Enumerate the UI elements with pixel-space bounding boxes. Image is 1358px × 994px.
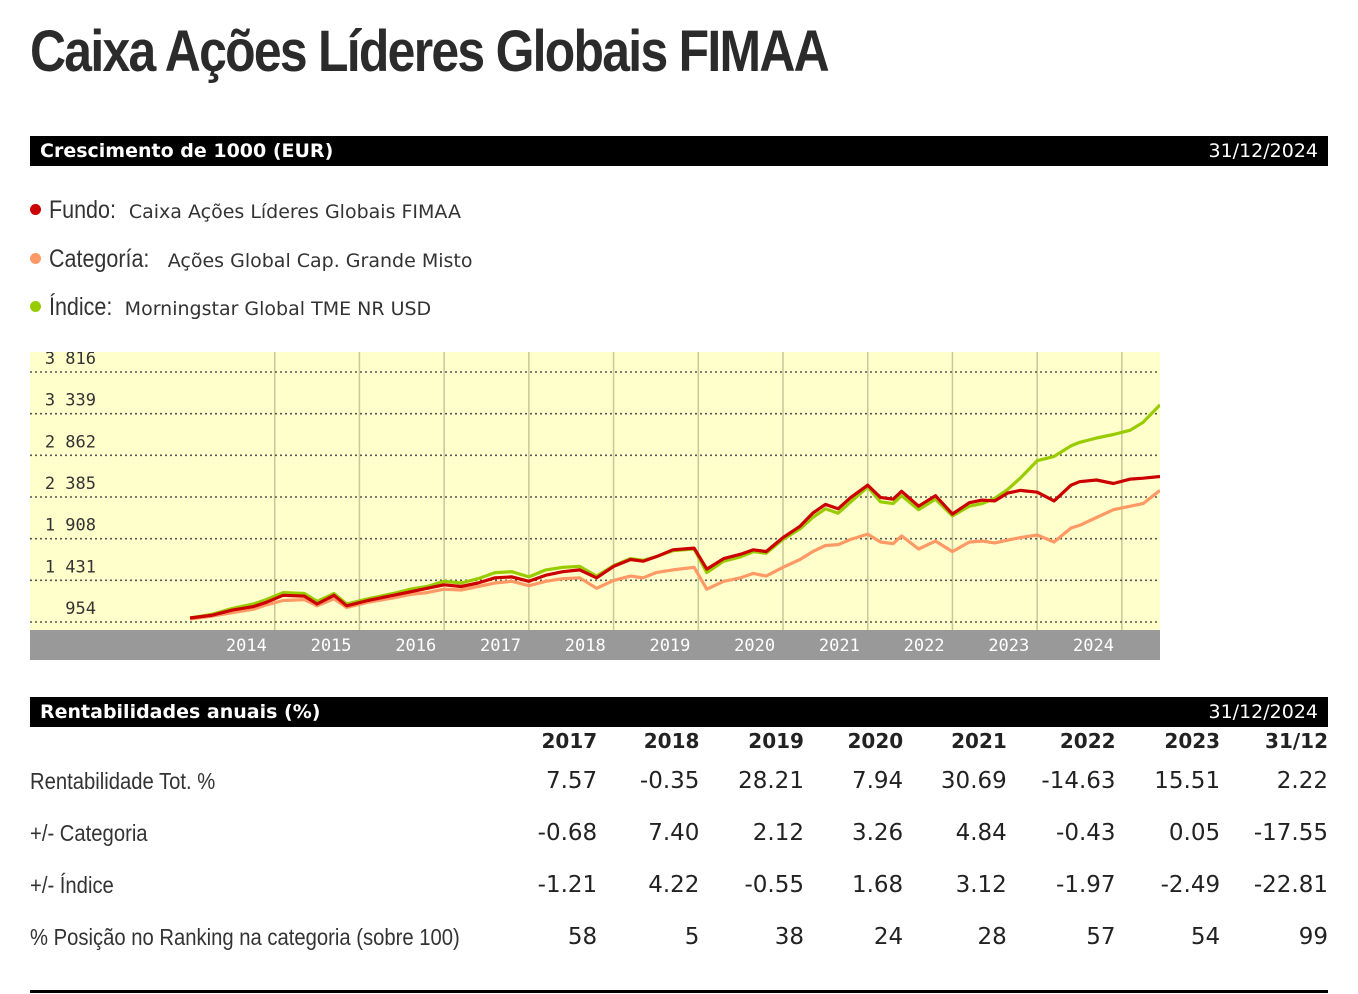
table-cell: -0.68 [537, 820, 598, 846]
table-cell: 0.05 [1168, 820, 1221, 846]
header-empty [30, 727, 518, 755]
x-tick-label: 2015 [311, 636, 352, 656]
x-tick-label: 2017 [480, 636, 521, 656]
row-label: Rentabilidade Tot. % [30, 767, 216, 794]
x-tick-label: 2014 [226, 636, 267, 656]
table-cell: 28.21 [738, 768, 804, 794]
x-tick-label: 2019 [649, 636, 690, 656]
y-tick-label: 1 908 [45, 516, 96, 536]
table-cell: 28 [977, 924, 1007, 950]
bottom-divider [30, 990, 1328, 993]
table-cell: 2.12 [752, 820, 804, 846]
legend-label-fundo: Fundo: [49, 196, 116, 224]
table-cell: 4.22 [648, 872, 700, 898]
y-tick-label: 2 862 [45, 432, 96, 452]
legend-item-categoria: Categoría: Ações Global Cap. Grande Mist… [30, 245, 472, 274]
y-tick-label: 3 339 [45, 391, 96, 411]
table-row: +/- Índice -1.21 4.22 -0.55 1.68 3.12 -1… [30, 859, 1328, 911]
table-cell: -0.35 [639, 768, 700, 794]
table-cell: 4.84 [955, 820, 1007, 846]
table-cell: -1.97 [1056, 872, 1116, 898]
legend-item-fundo: Fundo: Caixa Ações Líderes Globais FIMAA [30, 196, 461, 225]
table-cell: -2.49 [1160, 872, 1221, 898]
series-line-categora [189, 489, 1160, 621]
table-row: Rentabilidade Tot. % 7.57 -0.35 28.21 7.… [30, 755, 1328, 807]
table-cell: -22.81 [1253, 872, 1328, 898]
legend-label-indice: Índice: [49, 293, 113, 321]
column-header: 2017 [541, 729, 598, 753]
column-header: 2022 [1059, 729, 1116, 753]
legend-value-categoria: Ações Global Cap. Grande Misto [167, 250, 473, 272]
x-tick-label: 2023 [988, 636, 1029, 656]
table-cell: 99 [1298, 924, 1328, 950]
row-label: +/- Categoria [30, 819, 148, 846]
indice-dot-icon [30, 301, 41, 312]
table-cell: 15.51 [1154, 768, 1221, 794]
annual-section-title: Rentabilidades anuais (%) [40, 701, 321, 723]
table-cell: 3.26 [851, 820, 904, 846]
table-cell: -0.55 [744, 872, 804, 898]
annual-section-date: 31/12/2024 [1208, 701, 1318, 723]
column-header: 2018 [643, 729, 700, 753]
y-tick-label: 3 816 [45, 352, 96, 369]
column-header: 2020 [847, 729, 904, 753]
annual-section-header: Rentabilidades anuais (%) 31/12/2024 [30, 697, 1328, 727]
table-cell: 58 [567, 924, 598, 950]
table-row: % Posição no Ranking na categoria (sobre… [30, 911, 1328, 963]
table-cell: 7.94 [851, 768, 904, 794]
y-tick-label: 2 385 [45, 474, 96, 494]
table-cell: 3.12 [955, 872, 1007, 898]
growth-section-date: 31/12/2024 [1208, 140, 1318, 162]
column-header: 2023 [1164, 729, 1221, 753]
page-title: Caixa Ações Líderes Globais FIMAA [30, 19, 830, 84]
table-cell: 1.68 [851, 872, 904, 898]
x-tick-label: 2022 [904, 636, 945, 656]
x-tick-label: 2024 [1073, 636, 1114, 656]
table-cell: 57 [1086, 924, 1116, 950]
legend-value-indice: Morningstar Global TME NR USD [124, 298, 432, 320]
table-cell: -14.63 [1041, 768, 1116, 794]
table-cell: 2.22 [1276, 768, 1328, 794]
column-header: 2019 [748, 729, 804, 753]
annual-returns-table: 2017 2018 2019 2020 2021 2022 2023 31/12… [30, 727, 1328, 963]
table-cell: 5 [684, 924, 700, 950]
y-tick-label: 954 [65, 599, 96, 619]
table-cell: 38 [774, 924, 804, 950]
table-cell: 7.40 [648, 820, 700, 846]
growth-section-header: Crescimento de 1000 (EUR) 31/12/2024 [30, 136, 1328, 166]
categoria-dot-icon [30, 253, 41, 264]
x-tick-label: 2016 [395, 636, 436, 656]
x-tick-label: 2021 [819, 636, 860, 656]
table-row: +/- Categoria -0.68 7.40 2.12 3.26 4.84 … [30, 807, 1328, 859]
plot-background [30, 352, 1160, 630]
y-tick-label: 1 431 [45, 557, 96, 577]
column-header: 2021 [951, 729, 1007, 753]
legend-label-categoria: Categoría: [49, 245, 150, 273]
fundo-dot-icon [30, 204, 41, 215]
legend-value-fundo: Caixa Ações Líderes Globais FIMAA [128, 201, 461, 223]
table-cell: -1.21 [537, 872, 598, 898]
x-tick-label: 2020 [734, 636, 775, 656]
table-cell: -17.55 [1253, 820, 1328, 846]
x-tick-label: 2018 [565, 636, 606, 656]
series-line-ndice [189, 403, 1160, 620]
table-cell: 7.57 [545, 768, 598, 794]
growth-section-title: Crescimento de 1000 (EUR) [40, 140, 334, 162]
table-cell: -0.43 [1056, 820, 1116, 846]
column-header: 31/12 [1265, 729, 1328, 753]
legend-item-indice: Índice: Morningstar Global TME NR USD [30, 293, 431, 322]
table-header-row: 2017 2018 2019 2020 2021 2022 2023 31/12 [30, 727, 1329, 755]
table-cell: 30.69 [940, 768, 1007, 794]
table-cell: 24 [873, 924, 904, 950]
row-label: +/- Índice [30, 871, 114, 898]
series-line-fundo [189, 474, 1160, 620]
table-cell: 54 [1190, 924, 1221, 950]
row-label: % Posição no Ranking na categoria (sobre… [30, 923, 460, 950]
growth-chart: 2014 2015 2016 2017 2018 2019 2020 2021 2022 2023… [30, 352, 1160, 660]
x-axis-band [30, 630, 1160, 660]
